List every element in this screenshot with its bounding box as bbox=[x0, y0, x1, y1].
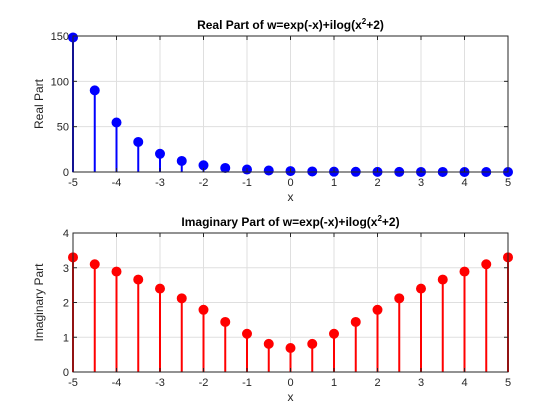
y-tick-label: 1 bbox=[63, 332, 69, 344]
stem-marker bbox=[155, 148, 165, 159]
x-tick-label: -2 bbox=[199, 377, 209, 389]
stem-marker bbox=[89, 85, 100, 96]
x-tick-label: -1 bbox=[242, 177, 252, 189]
title-end: +2) bbox=[382, 215, 400, 229]
stem-marker bbox=[176, 293, 187, 304]
x-tick-label: -5 bbox=[68, 377, 78, 389]
stem-marker bbox=[242, 328, 252, 339]
x-tick-label: 4 bbox=[461, 177, 467, 189]
stem-marker bbox=[220, 162, 231, 173]
stem-marker bbox=[89, 259, 100, 270]
title-superscript: 2 bbox=[377, 214, 382, 223]
stem-marker bbox=[111, 266, 122, 277]
stem-marker bbox=[133, 136, 144, 147]
title-superscript: 2 bbox=[362, 17, 367, 26]
x-tick-label: 5 bbox=[505, 177, 511, 189]
x-tick-label: 2 bbox=[374, 177, 380, 189]
x-tick-label: -2 bbox=[199, 177, 209, 189]
x-tick-label: -1 bbox=[242, 377, 252, 389]
x-tick-label: 0 bbox=[287, 177, 293, 189]
x-tick-label: 3 bbox=[418, 377, 424, 389]
y-axis-label: Imaginary Part bbox=[32, 263, 46, 342]
stem-marker bbox=[372, 304, 383, 315]
x-axis-label: x bbox=[288, 390, 294, 404]
chart-title: Imaginary Part of w=exp(-x)+ilog(x2+2) bbox=[181, 214, 399, 229]
chart-panel-2: -5 -4 -3 -2 -1 0 1 2 3 4 5 0 1 2 3 4 x Imaginary Part Imag… bbox=[32, 214, 513, 404]
x-tick-label: 3 bbox=[418, 177, 424, 189]
x-tick-label: -3 bbox=[155, 377, 165, 389]
stem-marker bbox=[285, 343, 296, 354]
x-tick-label: 1 bbox=[331, 377, 337, 389]
chart-title: Real Part of w=exp(-x)+ilog(x2+2) bbox=[197, 17, 384, 32]
y-tick-label: 0 bbox=[63, 167, 69, 179]
stem-marker bbox=[481, 259, 492, 270]
stem-marker bbox=[263, 165, 274, 176]
y-tick-label: 2 bbox=[63, 298, 69, 310]
y-tick-label: 50 bbox=[57, 122, 69, 134]
stem-marker bbox=[459, 266, 470, 277]
stem-marker bbox=[350, 316, 361, 327]
stem-marker bbox=[307, 338, 318, 349]
y-tick-label: 0 bbox=[63, 367, 69, 379]
y-tick-label: 100 bbox=[51, 76, 69, 88]
stem-marker bbox=[394, 293, 405, 304]
y-tick-label: 150 bbox=[51, 31, 69, 43]
x-tick-label: 4 bbox=[461, 377, 467, 389]
title-main: Real Part of w=exp(-x)+ilog(x bbox=[197, 18, 362, 32]
stem-marker bbox=[220, 316, 231, 327]
stem-marker bbox=[198, 304, 209, 315]
stem-marker bbox=[111, 117, 122, 128]
x-tick-label: 2 bbox=[374, 377, 380, 389]
x-axis-label: x bbox=[288, 190, 294, 204]
stem-marker bbox=[155, 283, 165, 294]
title-end: +2) bbox=[366, 18, 384, 32]
stem-marker bbox=[437, 274, 448, 285]
stem-marker bbox=[416, 283, 426, 294]
x-tick-label: -4 bbox=[112, 377, 122, 389]
x-tick-label: -5 bbox=[68, 177, 78, 189]
x-tick-label: -3 bbox=[155, 177, 165, 189]
stem-marker bbox=[176, 155, 187, 166]
x-tick-label: -4 bbox=[112, 177, 122, 189]
x-tick-label: 5 bbox=[505, 377, 511, 389]
title-main: Imaginary Part of w=exp(-x)+ilog(x bbox=[181, 215, 377, 229]
y-tick-label: 3 bbox=[63, 263, 69, 275]
y-axis-label: Real Part bbox=[32, 78, 46, 129]
x-tick-label: 1 bbox=[331, 177, 337, 189]
stem-marker bbox=[329, 328, 339, 339]
stem-marker bbox=[263, 338, 274, 349]
x-tick-label: 0 bbox=[287, 377, 293, 389]
stem-marker bbox=[133, 274, 144, 285]
stem-marker bbox=[307, 166, 318, 177]
y-tick-label: 4 bbox=[63, 228, 69, 240]
